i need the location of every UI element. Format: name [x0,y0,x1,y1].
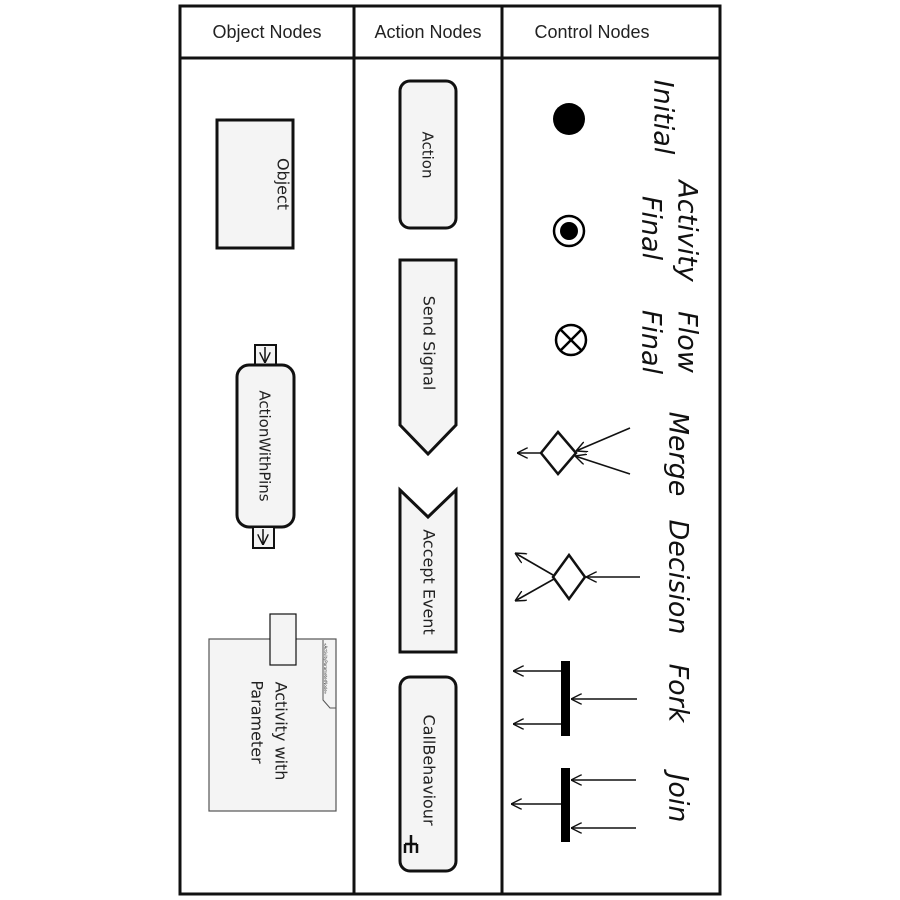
flow-final-label-line2: Final [636,310,667,375]
accept-event-label: Accept Event [420,529,439,634]
call-behaviour-label: CallBehaviour [420,714,439,825]
header-control-nodes: Control Nodes [534,21,650,42]
activity-with-parameter-label-line1: Activity with [272,682,291,781]
activity-final-label-line2: Final [636,196,667,261]
header-action-nodes: Action Nodes [374,21,482,42]
send-signal-label: Send Signal [420,296,439,391]
flow-final-label-line1: Flow [672,311,703,374]
decision-node: Decision [515,520,694,635]
accept-event-node: Accept Event [398,486,458,654]
join-label: Join [663,768,694,822]
activity-final-label-line1: Activity [672,178,703,282]
flow-final-node: Flow Final [554,310,703,375]
object-node: Object [215,118,295,250]
decision-label: Decision [663,520,694,635]
table-frame [178,4,722,896]
rake-icon [403,835,419,853]
header-object-nodes: Object Nodes [212,21,322,42]
action-with-pins-label: ActionWithPins [256,390,274,501]
join-node: Join [511,768,694,842]
action-node: Action [398,79,458,230]
action-with-pins-node: ActionWithPins [235,344,296,549]
call-behaviour-node: CallBehaviour [398,675,458,873]
activity-with-parameter-label-line2: Parameter [248,680,267,764]
activity-final-node: Activity Final [552,178,703,283]
parameter-stamp-frame [322,640,336,709]
parameter-node [269,613,297,666]
activity-with-parameter-node: «ActivityParameterNode» Activity with Pa… [208,613,337,812]
fork-label: Fork [663,664,694,724]
send-signal-node: Send Signal [398,258,458,457]
action-node-label: Action [419,132,437,179]
fork-node: Fork [513,661,694,736]
initial-node: Initial [553,80,679,155]
object-node-label: Object [274,158,293,210]
parameter-stamp: «ActivityParameterNode» [323,643,328,695]
merge-node: Merge [517,412,694,497]
initial-label: Initial [648,80,679,155]
merge-label: Merge [663,412,694,497]
